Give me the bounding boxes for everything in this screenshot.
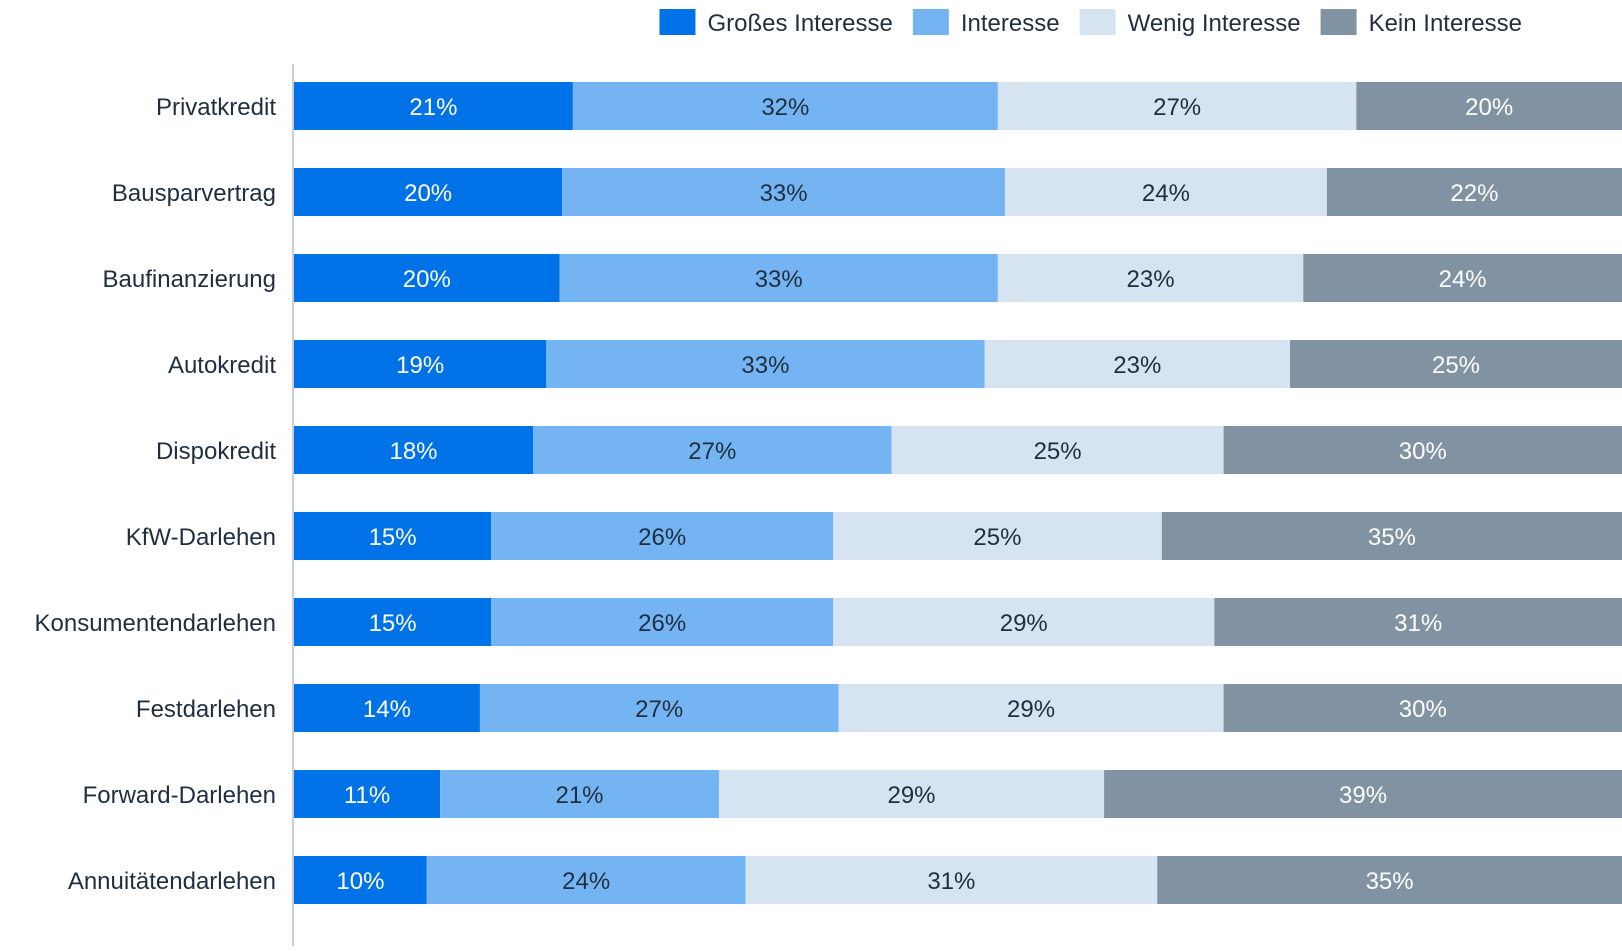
category-label: Annuitätendarlehen — [68, 868, 276, 895]
data-label: 24% — [562, 868, 610, 895]
data-label: 10% — [336, 868, 384, 895]
legend-label: Wenig Interesse — [1128, 10, 1301, 37]
data-label: 39% — [1339, 782, 1387, 809]
data-label: 24% — [1439, 266, 1487, 293]
category-label: Bausparvertrag — [112, 180, 276, 207]
category-label: Baufinanzierung — [103, 266, 276, 293]
legend-swatch — [1080, 9, 1116, 35]
category-label: Konsumentendarlehen — [34, 610, 276, 637]
data-label: 25% — [1034, 438, 1082, 465]
data-label: 20% — [1465, 94, 1513, 121]
data-label: 23% — [1127, 266, 1175, 293]
data-label: 21% — [409, 94, 457, 121]
category-label: Festdarlehen — [136, 696, 276, 723]
data-label: 33% — [755, 266, 803, 293]
data-label: 29% — [1000, 610, 1048, 637]
data-label: 14% — [363, 696, 411, 723]
data-label: 26% — [638, 524, 686, 551]
data-label: 30% — [1399, 438, 1447, 465]
data-label: 15% — [369, 524, 417, 551]
data-label: 33% — [760, 180, 808, 207]
data-label: 27% — [1153, 94, 1201, 121]
data-label: 20% — [403, 266, 451, 293]
category-label: Privatkredit — [156, 94, 276, 121]
data-label: 32% — [761, 94, 809, 121]
legend-swatch — [913, 9, 949, 35]
data-label: 31% — [927, 868, 975, 895]
legend: Großes Interesse Interesse Wenig Interesse… — [659, 9, 1522, 37]
data-label: 27% — [635, 696, 683, 723]
data-label: 25% — [1432, 352, 1480, 379]
data-label: 30% — [1399, 696, 1447, 723]
data-label: 18% — [389, 438, 437, 465]
data-label: 27% — [688, 438, 736, 465]
category-label: Dispokredit — [156, 438, 276, 465]
legend-label: Kein Interesse — [1369, 10, 1522, 37]
data-label: 15% — [369, 610, 417, 637]
category-label: Autokredit — [168, 352, 276, 379]
data-label: 11% — [344, 782, 390, 809]
legend-label: Großes Interesse — [707, 10, 892, 37]
data-label: 33% — [741, 352, 789, 379]
data-label: 24% — [1142, 180, 1190, 207]
data-label: 22% — [1450, 180, 1498, 207]
data-label: 23% — [1113, 352, 1161, 379]
legend-swatch — [1321, 9, 1357, 35]
legend-swatch — [659, 9, 695, 35]
data-label: 35% — [1368, 524, 1416, 551]
data-label: 29% — [1007, 696, 1055, 723]
data-label: 21% — [555, 782, 603, 809]
data-label: 26% — [638, 610, 686, 637]
category-label: KfW-Darlehen — [126, 524, 276, 551]
data-label: 25% — [973, 524, 1021, 551]
data-label: 19% — [396, 352, 444, 379]
legend-label: Interesse — [961, 10, 1060, 37]
data-label: 31% — [1394, 610, 1442, 637]
data-label: 20% — [404, 180, 452, 207]
data-label: 29% — [887, 782, 935, 809]
category-label: Forward-Darlehen — [83, 782, 276, 809]
data-label: 35% — [1366, 868, 1414, 895]
